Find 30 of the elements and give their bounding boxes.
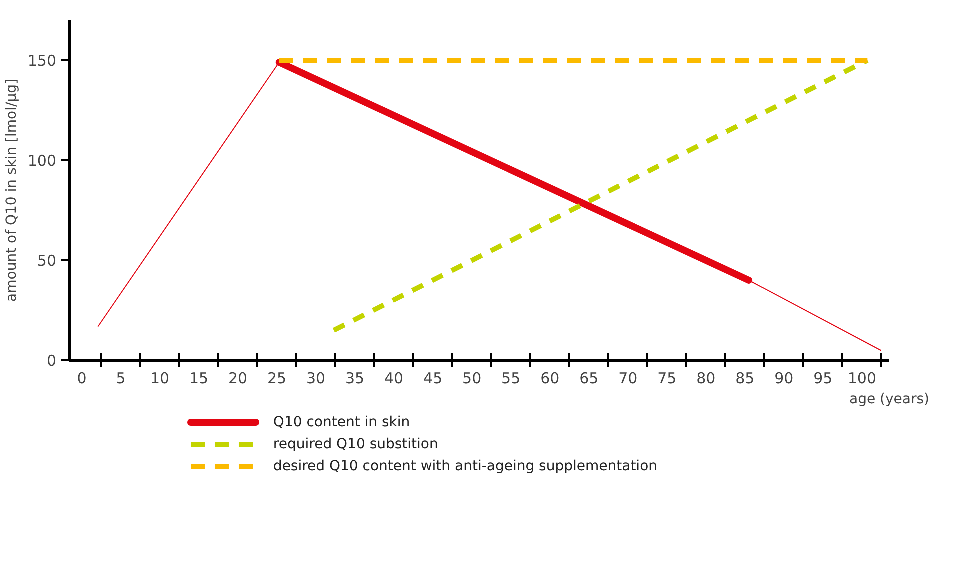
- x-tick-label: 40: [384, 370, 404, 388]
- y-tick-label: 0: [46, 352, 57, 370]
- x-tick-label: 55: [502, 370, 521, 388]
- x-tick-label: 30: [306, 370, 326, 388]
- legend-label: desired Q10 content with anti-ageing supplementation: [273, 458, 658, 474]
- y-tick-label: 50: [37, 252, 57, 270]
- x-tick-label: 95: [814, 370, 833, 388]
- x-tick-label: 70: [618, 370, 638, 388]
- x-tick-label: 80: [696, 370, 716, 388]
- x-tick-label: 35: [346, 370, 365, 388]
- x-tick-label: 60: [540, 370, 560, 388]
- legend-label: required Q10 substition: [273, 436, 438, 452]
- legend-label: Q10 content in skin: [273, 414, 410, 430]
- x-tick-label: 50: [462, 370, 482, 388]
- x-tick-label: 20: [228, 370, 248, 388]
- x-tick-label: 65: [580, 370, 599, 388]
- y-tick-label: 150: [28, 52, 57, 70]
- x-tick-label: 100: [848, 370, 877, 388]
- x-tick-label: 75: [658, 370, 677, 388]
- x-axis-title: age (years): [850, 392, 930, 408]
- x-tick-label: 5: [116, 370, 126, 388]
- y-axis-title: amount of Q10 in skin [lmol/µg]: [4, 79, 20, 302]
- y-tick-label: 100: [28, 152, 57, 170]
- x-tick-label: 15: [189, 370, 209, 388]
- x-tick-label: 0: [77, 370, 87, 388]
- x-tick-label: 85: [736, 370, 755, 388]
- x-tick-label: 25: [267, 370, 287, 388]
- x-tick-label: 10: [150, 370, 170, 388]
- x-tick-label: 90: [774, 370, 794, 388]
- x-tick-label: 45: [424, 370, 443, 388]
